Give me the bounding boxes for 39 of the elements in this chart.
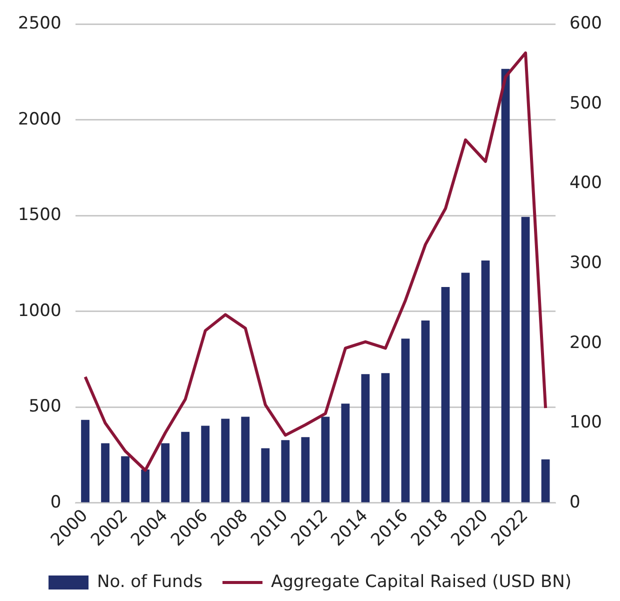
y2-tick-label: 600 (570, 14, 602, 34)
y2-tick-label: 400 (570, 173, 602, 194)
bar (121, 456, 130, 502)
bar (381, 373, 390, 502)
bar (341, 404, 350, 502)
y2-tick-label: 200 (570, 332, 602, 353)
bar (161, 443, 170, 502)
bar (521, 216, 530, 502)
bar (541, 459, 550, 502)
legend-label: No. of Funds (97, 572, 203, 592)
y-tick-label: 2500 (18, 14, 62, 34)
y-tick-label: 1000 (18, 300, 62, 321)
y-tick-label: 500 (28, 396, 62, 417)
bar (261, 448, 270, 502)
bar (181, 432, 190, 502)
bar (421, 320, 430, 502)
bar (501, 68, 510, 502)
legend-label: Aggregate Capital Raised (USD BN) (270, 572, 572, 592)
y2-tick-label: 500 (570, 93, 602, 114)
bar (81, 420, 90, 502)
bar (461, 272, 470, 502)
bar (361, 374, 370, 502)
bar (321, 416, 330, 502)
bar (441, 286, 450, 502)
y2-tick-label: 300 (570, 253, 602, 274)
bar (241, 416, 250, 502)
bar (141, 469, 150, 502)
bar (481, 260, 490, 502)
bar (281, 440, 290, 502)
y-tick-label: 0 (50, 492, 62, 512)
bar (301, 437, 310, 502)
bar (101, 443, 110, 502)
y2-tick-label: 0 (570, 492, 580, 512)
bar (221, 418, 230, 502)
y2-tick-label: 100 (570, 412, 602, 433)
y-tick-label: 1500 (18, 205, 62, 226)
bar (201, 426, 210, 502)
y-tick-label: 2000 (18, 109, 62, 130)
bar (401, 338, 410, 502)
